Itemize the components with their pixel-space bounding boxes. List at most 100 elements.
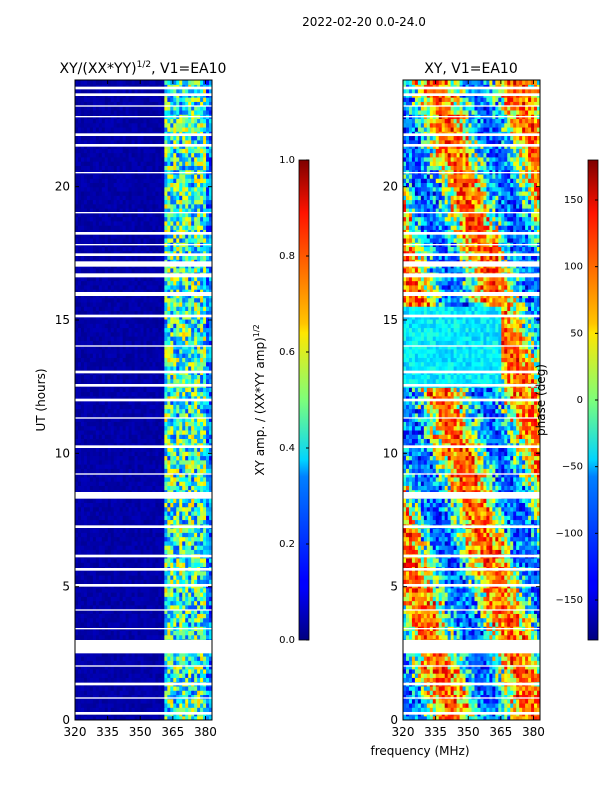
heatmap-cell bbox=[206, 685, 210, 691]
heatmap-cell bbox=[191, 613, 195, 619]
heatmap-cell bbox=[143, 562, 148, 567]
heatmap-cell bbox=[152, 604, 157, 610]
heatmap-cell bbox=[170, 528, 174, 533]
heatmap-cell bbox=[140, 421, 145, 427]
heatmap-cell bbox=[179, 634, 183, 640]
heatmap-cell bbox=[128, 289, 133, 294]
heatmap-cell bbox=[170, 476, 174, 482]
heatmap-cell bbox=[92, 387, 97, 393]
heatmap-cell bbox=[92, 519, 97, 525]
heatmap-cell bbox=[200, 459, 204, 465]
heatmap-cell bbox=[95, 348, 100, 354]
heatmap-cell bbox=[131, 323, 136, 329]
heatmap-cell bbox=[173, 284, 177, 290]
heatmap-cell bbox=[149, 574, 154, 580]
heatmap-cell bbox=[209, 702, 212, 708]
heatmap-cell bbox=[146, 280, 151, 286]
heatmap-cell bbox=[206, 348, 210, 354]
heatmap-cell bbox=[95, 284, 100, 290]
heatmap-cell bbox=[176, 468, 180, 474]
heatmap-cell bbox=[146, 455, 151, 461]
heatmap-cell bbox=[164, 387, 168, 393]
heatmap-cell bbox=[161, 600, 165, 606]
heatmap-cell bbox=[113, 254, 118, 260]
heatmap-cell bbox=[146, 660, 151, 666]
heatmap-cell bbox=[173, 425, 177, 431]
heatmap-cell bbox=[158, 451, 162, 457]
heatmap-cell bbox=[170, 395, 174, 401]
heatmap-cell bbox=[86, 600, 91, 606]
heatmap-cell bbox=[176, 412, 180, 418]
heatmap-cell bbox=[164, 284, 168, 290]
heatmap-cell bbox=[110, 574, 115, 580]
heatmap-cell bbox=[158, 532, 162, 538]
heatmap-cell bbox=[191, 707, 195, 713]
heatmap-cell bbox=[155, 506, 159, 512]
heatmap-cell bbox=[200, 617, 204, 623]
heatmap-cell bbox=[200, 502, 204, 508]
heatmap-cell bbox=[95, 609, 100, 614]
heatmap-cell bbox=[173, 634, 177, 640]
heatmap-cell bbox=[75, 545, 79, 550]
heatmap-cell bbox=[107, 417, 112, 422]
heatmap-cell bbox=[101, 417, 106, 422]
heatmap-cell bbox=[125, 617, 130, 623]
heatmap-cell bbox=[185, 464, 189, 469]
heatmap-cell bbox=[131, 707, 136, 713]
heatmap-cell bbox=[170, 557, 174, 563]
heatmap-cell bbox=[98, 310, 103, 316]
heatmap-cell bbox=[77, 276, 82, 282]
heatmap-cell bbox=[77, 707, 82, 713]
heatmap-cell bbox=[116, 318, 121, 324]
heatmap-cell bbox=[83, 387, 88, 393]
heatmap-cell bbox=[167, 331, 171, 337]
heatmap-cell bbox=[101, 660, 106, 666]
heatmap-cell bbox=[92, 604, 97, 610]
heatmap-cell bbox=[134, 506, 139, 512]
heatmap-cell bbox=[158, 574, 162, 580]
heatmap-cell bbox=[182, 515, 186, 521]
heatmap-cell bbox=[107, 348, 112, 354]
heatmap-cell bbox=[89, 451, 94, 457]
heatmap-cell bbox=[182, 438, 186, 444]
heatmap-cell bbox=[146, 476, 151, 482]
heatmap-cell bbox=[197, 502, 201, 508]
heatmap-cell bbox=[173, 604, 177, 610]
heatmap-cell bbox=[194, 570, 198, 576]
heatmap-cell bbox=[92, 276, 97, 282]
heatmap-cell bbox=[122, 361, 127, 367]
heatmap-cell bbox=[173, 677, 177, 683]
heatmap-cell bbox=[101, 276, 106, 282]
heatmap-cell bbox=[137, 656, 142, 661]
heatmap-cell bbox=[188, 617, 192, 623]
heatmap-cell bbox=[206, 421, 210, 427]
heatmap-cell bbox=[173, 698, 177, 704]
heatmap-cell bbox=[134, 395, 139, 401]
heatmap-cell bbox=[95, 267, 100, 273]
heatmap-cell bbox=[143, 280, 148, 286]
heatmap-cell bbox=[95, 617, 100, 623]
heatmap-cell bbox=[137, 301, 142, 307]
heatmap-cell bbox=[119, 464, 124, 469]
heatmap-cell bbox=[137, 365, 142, 371]
heatmap-cell bbox=[170, 634, 174, 640]
heatmap-cell bbox=[158, 587, 162, 593]
heatmap-cell bbox=[173, 353, 177, 358]
heatmap-cell bbox=[152, 570, 157, 576]
heatmap-cell bbox=[75, 570, 79, 576]
heatmap-cell bbox=[119, 498, 124, 503]
heatmap-cell bbox=[89, 617, 94, 623]
heatmap-cell bbox=[179, 707, 183, 713]
heatmap-cell bbox=[161, 276, 165, 282]
heatmap-cell bbox=[143, 557, 148, 563]
heatmap-cell bbox=[161, 634, 165, 640]
heatmap-cell bbox=[92, 540, 97, 546]
heatmap-cell bbox=[110, 498, 115, 503]
heatmap-cell bbox=[128, 395, 133, 401]
heatmap-cell bbox=[107, 502, 112, 508]
heatmap-cell bbox=[101, 425, 106, 431]
heatmap-cell bbox=[182, 353, 186, 358]
heatmap-cell bbox=[185, 404, 189, 410]
heatmap-cell bbox=[140, 310, 145, 316]
heatmap-cell bbox=[98, 510, 103, 516]
